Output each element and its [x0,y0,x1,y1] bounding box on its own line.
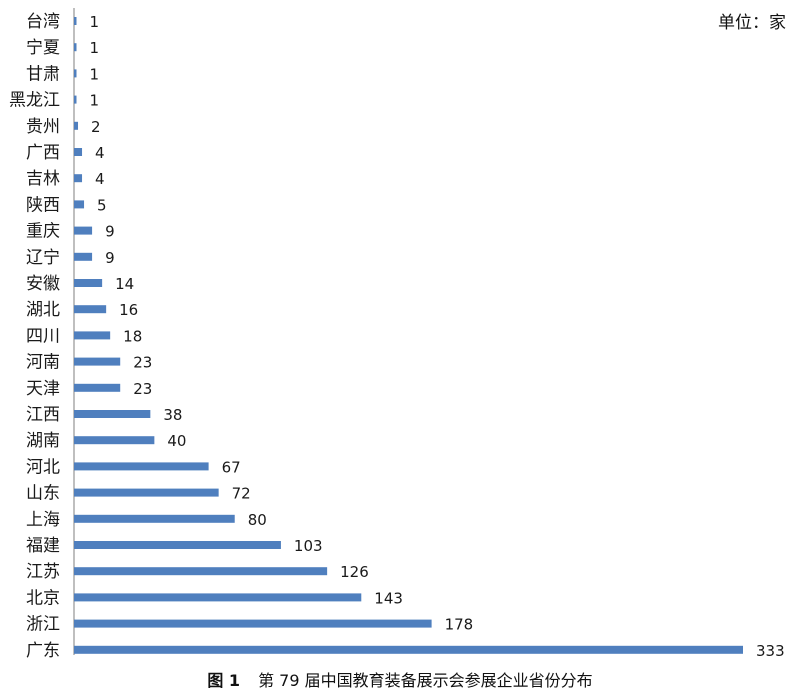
bar [74,200,85,209]
data-label: 4 [95,170,105,188]
category-label: 上海 [26,510,60,530]
category-label: 宁夏 [26,38,60,58]
category-label: 安徽 [26,274,60,294]
figure-number: 图 1 [207,671,241,690]
bar [74,95,77,104]
data-label: 38 [163,406,182,424]
data-label: 1 [90,92,100,110]
bar [74,174,83,183]
category-label: 河北 [26,457,60,477]
figure-caption-text: 第 79 届中国教育装备展示会参展企业省份分布 [258,671,593,690]
bar [74,541,281,549]
data-label: 9 [105,223,115,241]
data-label: 178 [445,616,474,634]
category-label: 福建 [26,536,60,556]
data-label: 103 [294,537,323,555]
category-label: 江苏 [26,562,60,582]
bar [74,567,328,576]
data-label: 2 [91,118,101,136]
data-label: 14 [115,275,134,293]
bar [74,436,155,445]
data-label: 5 [97,196,107,214]
data-label: 16 [119,301,138,319]
category-label: 江西 [26,405,60,425]
category-label: 重庆 [26,222,60,242]
bar [74,69,77,78]
unit-label: 单位：家 [718,13,786,33]
category-label: 山东 [26,484,60,504]
bar [74,17,77,25]
bar [74,410,151,418]
data-label: 72 [232,485,251,503]
data-label: 40 [167,432,186,450]
bar [74,593,362,602]
category-label: 浙江 [26,615,60,635]
category-label: 广东 [26,641,60,661]
data-label: 1 [90,39,100,57]
bar [74,357,121,366]
bar [74,43,77,52]
data-label: 23 [133,380,152,398]
bar [74,619,432,628]
data-label: 333 [756,642,785,660]
data-label: 126 [340,563,369,581]
category-label: 北京 [26,588,60,608]
bar [74,645,743,654]
bar [74,226,93,235]
category-label: 陕西 [26,195,60,215]
category-label: 湖南 [26,431,60,451]
data-label: 1 [90,13,100,31]
data-label: 18 [123,327,142,345]
data-label: 1 [90,65,100,83]
bar [74,121,79,130]
bar [74,331,111,340]
bar [74,514,235,523]
bar [74,488,219,497]
data-label: 9 [105,249,115,267]
category-label: 河南 [26,353,60,373]
category-label: 吉林 [26,169,60,189]
category-label: 广西 [26,143,60,163]
category-label: 天津 [26,379,60,399]
category-label: 辽宁 [26,248,60,268]
category-label: 四川 [26,326,60,346]
figure-caption: 图 1 第 79 届中国教育装备展示会参展企业省份分布 [0,667,800,691]
bar [74,462,209,471]
data-label: 4 [95,144,105,162]
bar [74,148,83,156]
bar [74,252,93,261]
category-label: 台湾 [26,12,60,32]
data-label: 80 [248,511,267,529]
bar [74,279,103,287]
bar [74,383,121,392]
category-label: 贵州 [26,117,60,137]
category-label: 湖北 [26,300,60,320]
category-label: 甘肃 [26,64,60,84]
data-label: 23 [133,354,152,372]
category-label: 黑龙江 [9,91,60,111]
data-label: 143 [374,589,403,607]
bar [74,305,107,314]
data-label: 67 [222,458,241,476]
